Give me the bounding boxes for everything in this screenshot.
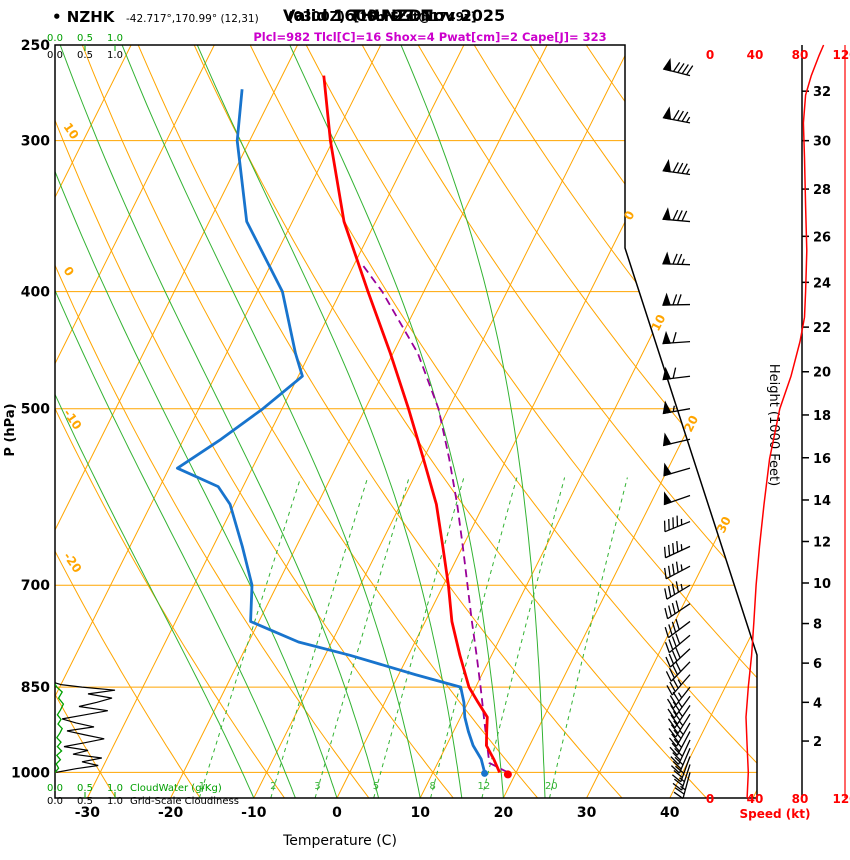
height-tick-label: 28 xyxy=(813,183,831,198)
valid-time: Valid 1600 NZDT (0300Z) THU 27 Nov 2025 … xyxy=(283,6,505,25)
height-tick-label: 22 xyxy=(813,321,831,336)
isotherm-label: 20 xyxy=(681,413,701,434)
speed-tick-top: 80 xyxy=(792,48,809,62)
valid-date: THU 27 Nov 2025 xyxy=(349,6,506,25)
temperature-tick-label: -20 xyxy=(158,805,184,821)
mixing-ratio-label: 20 xyxy=(545,781,558,792)
mixing-ratio-label: 3 xyxy=(314,781,320,792)
cloudiness-scale-top: 0.0 xyxy=(47,50,63,61)
cloudwater-scale-top: 1.0 xyxy=(107,33,123,44)
cloudiness-scale-bottom: 0.5 xyxy=(77,796,93,807)
dry-adiabat-label: 0 xyxy=(61,264,77,279)
pressure-tick-label: 1000 xyxy=(11,765,50,781)
temperature-tick-label: 0 xyxy=(332,805,342,821)
dry-adiabat-label: 10 xyxy=(61,120,82,142)
pressure-tick-label: 400 xyxy=(21,285,50,301)
station-coords: -42.717°,170.99° (12,31) xyxy=(126,13,259,25)
cloudiness-scale-bottom: 0.0 xyxy=(47,796,63,807)
temperature-tick-label: -30 xyxy=(75,805,101,821)
mixing-ratio-label: 8 xyxy=(429,781,435,792)
mixing-ratio-label: 2 xyxy=(270,781,276,792)
valid-prefix: Valid 1600 NZDT xyxy=(283,6,433,25)
temperature-tick-label: 40 xyxy=(660,805,680,821)
sounding-curves xyxy=(55,75,509,774)
height-tick-label: 4 xyxy=(813,696,822,711)
wind-speed-profile xyxy=(745,44,825,799)
station-id: • NZHK xyxy=(52,8,115,26)
cloudiness-scale-top: 0.5 xyxy=(77,50,93,61)
temperature-tick-label: 20 xyxy=(494,805,514,821)
height-tick-label: 10 xyxy=(813,577,831,592)
speed-tick-top: 40 xyxy=(747,48,764,62)
speed-axis-title: Speed (kt) xyxy=(740,807,811,821)
isotherm-label: 30 xyxy=(714,514,734,535)
speed-tick-bottom: 80 xyxy=(792,792,809,806)
pressure-tick-label: 250 xyxy=(21,38,50,54)
skewt-grid xyxy=(55,45,757,798)
wind-barbs xyxy=(662,57,694,800)
cloudwater-profile xyxy=(55,683,65,773)
dewpoint-curve xyxy=(175,89,486,773)
pressure-axis-title: P (hPa) xyxy=(3,403,18,456)
valid-zulu: (0300Z) xyxy=(283,10,350,25)
cloudwater-scale-bottom: 0.0 xyxy=(47,783,63,794)
height-tick-label: 6 xyxy=(813,657,822,672)
temperature-axis-title: Temperature (C) xyxy=(282,833,397,849)
cloudwater-scale-bottom: 1.0 xyxy=(107,783,123,794)
dry-adiabat-label: -20 xyxy=(61,550,85,576)
forecast-tag: [15hrFcst@1749z] xyxy=(349,10,477,24)
cloudiness-axis-label: Grid-Scale Cloudiness xyxy=(130,796,239,807)
cloudiness-scale-top: 1.0 xyxy=(107,50,123,61)
pressure-tick-label: 300 xyxy=(21,134,50,150)
height-tick-label: 12 xyxy=(813,535,831,550)
isotherm-label: 10 xyxy=(648,312,668,333)
surface-temp-dot xyxy=(503,770,512,779)
pressure-tick-label: 500 xyxy=(21,402,50,418)
temperature-tick-label: 10 xyxy=(410,805,430,821)
speed-tick-bottom: 40 xyxy=(747,792,764,806)
speed-tick-bottom: 0 xyxy=(706,792,714,806)
height-tick-label: 26 xyxy=(813,230,831,245)
height-tick-label: 18 xyxy=(813,409,831,424)
temperature-tick-label: 30 xyxy=(577,805,597,821)
height-tick-label: 20 xyxy=(813,366,831,381)
cloudiness-scale-bottom: 1.0 xyxy=(107,796,123,807)
parcel-curve xyxy=(361,264,509,774)
height-tick-label: 16 xyxy=(813,452,831,467)
temperature-curve xyxy=(322,75,501,773)
cloudwater-axis-label: CloudWater (g/Kg) xyxy=(130,783,222,794)
stability-parameters: Plcl=982 Tlcl[C]=16 Shox=4 Pwat[cm]=2 Ca… xyxy=(253,30,607,44)
isotherm-label: 0 xyxy=(621,209,637,223)
height-tick-label: 32 xyxy=(813,85,831,100)
temperature-tick-label: -10 xyxy=(241,805,267,821)
speed-tick-top: 0 xyxy=(706,48,714,62)
speed-tick-top: 120 xyxy=(832,48,850,62)
mixing-ratio-label: 5 xyxy=(373,781,379,792)
plot-outline xyxy=(54,44,758,799)
pressure-tick-label: 850 xyxy=(21,680,50,696)
cloudiness-profile xyxy=(55,682,116,773)
mixing-ratio-label: 12 xyxy=(477,781,490,792)
speed-tick-bottom: 120 xyxy=(832,792,850,806)
cloudwater-scale-top: 0.5 xyxy=(77,33,93,44)
height-tick-label: 2 xyxy=(813,735,822,750)
height-tick-label: 14 xyxy=(813,494,831,509)
height-tick-label: 24 xyxy=(813,276,831,291)
surface-dewpoint-dot xyxy=(481,769,489,777)
cloudwater-scale-top: 0.0 xyxy=(47,33,63,44)
height-tick-label: 30 xyxy=(813,135,831,150)
mixing-ratio-label: 1 xyxy=(199,781,205,792)
cloudwater-scale-bottom: 0.5 xyxy=(77,783,93,794)
height-tick-label: 8 xyxy=(813,618,822,633)
pressure-tick-label: 700 xyxy=(21,578,50,594)
